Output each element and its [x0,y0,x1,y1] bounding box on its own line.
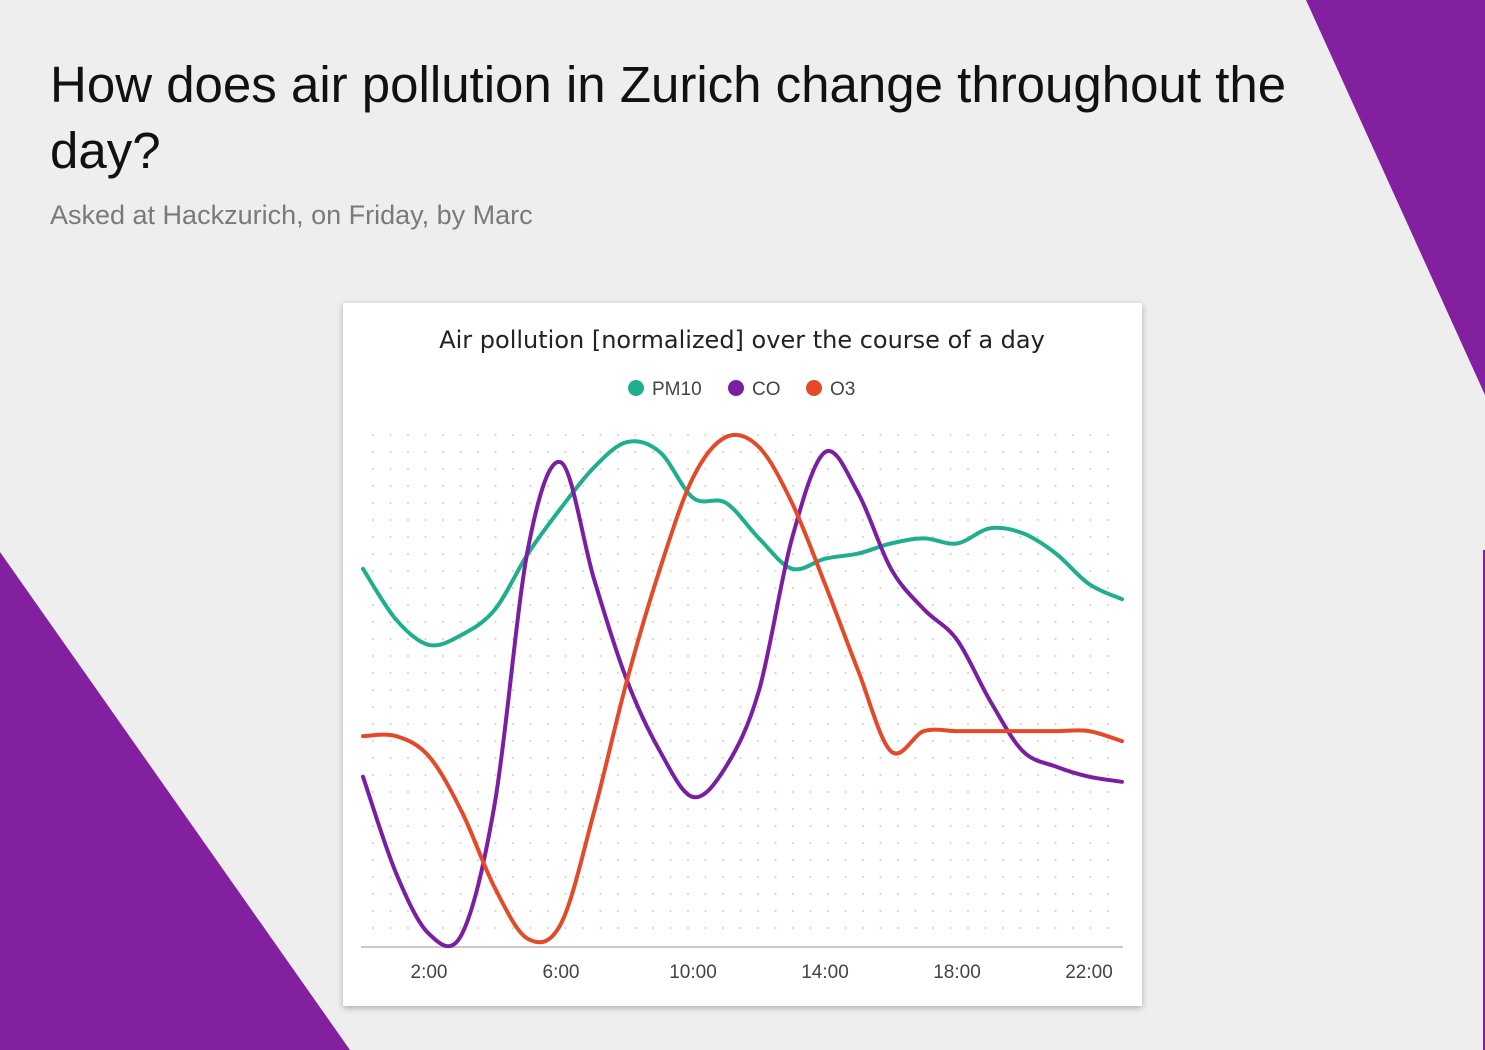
x-tick-label: 2:00 [411,962,448,983]
legend-marker-pm10 [628,380,644,396]
legend-label-pm10: PM10 [652,379,702,400]
chart-svg: Air pollution [normalized] over the cour… [361,326,1124,983]
grid-dots [371,433,1110,930]
bottom-left-purple-shape [0,552,350,1050]
x-axis-ticks: 2:00 6:00 10:00 14:00 18:00 22:00 [411,962,1113,983]
page-subtitle: Asked at Hackzurich, on Friday, by Marc [50,200,533,230]
x-tick-label: 10:00 [669,962,717,983]
chart-legend: PM10 CO O3 [628,379,855,400]
chart-card: Air pollution [normalized] over the cour… [343,303,1142,1006]
right-edge-purple-strip [1483,550,1485,1050]
x-tick-label: 18:00 [933,962,981,983]
series-lines [361,432,1124,949]
legend-marker-o3 [806,380,822,396]
x-tick-label: 22:00 [1065,962,1113,983]
x-tick-label: 6:00 [543,962,580,983]
x-tick-label: 14:00 [801,962,849,983]
series-line-o3 [361,432,1124,945]
series-line-co [361,449,1124,949]
legend-label-co: CO [752,379,781,400]
top-right-purple-shape [1306,0,1485,395]
page-title: How does air pollution in Zurich change … [50,56,1287,179]
chart-title: Air pollution [normalized] over the cour… [439,326,1045,354]
legend-marker-co [728,380,744,396]
series-line-pm10 [361,439,1124,648]
legend-label-o3: O3 [830,379,855,400]
